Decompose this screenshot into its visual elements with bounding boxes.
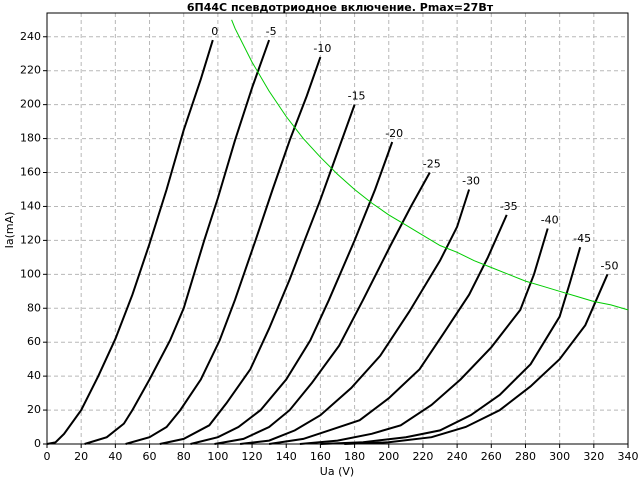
- x-tick-label: 180: [344, 450, 365, 463]
- series-label: -25: [423, 158, 441, 171]
- y-tick-label: 40: [27, 369, 41, 382]
- chart-title: 6П44С псевдотриодное включение. Pmax=27В…: [187, 1, 494, 14]
- x-tick-label: 260: [481, 450, 502, 463]
- x-tick-label: 320: [583, 450, 604, 463]
- y-tick-label: 20: [27, 403, 41, 416]
- series-line: [125, 56, 322, 445]
- x-tick-label: 220: [412, 450, 433, 463]
- y-tick-label: 160: [20, 166, 41, 179]
- y-tick-label: 240: [20, 30, 41, 43]
- x-tick-label: 140: [276, 450, 297, 463]
- series-line: [231, 19, 629, 311]
- series-line: [46, 39, 214, 445]
- series-label: -40: [541, 214, 559, 227]
- y-tick-label: 60: [27, 335, 41, 348]
- x-axis-label: Ua (V): [320, 465, 354, 478]
- y-tick-label: 220: [20, 64, 41, 77]
- series-label: -15: [348, 90, 366, 103]
- series-label: -45: [573, 232, 591, 245]
- series-line: [268, 214, 508, 445]
- series-line: [84, 39, 271, 445]
- y-tick-label: 140: [20, 199, 41, 212]
- x-tick-label: 200: [378, 450, 399, 463]
- y-tick-label: 80: [27, 301, 41, 314]
- y-tick-label: 200: [20, 98, 41, 111]
- series-line: [214, 172, 431, 445]
- x-tick-label: 340: [618, 450, 639, 463]
- series-line: [159, 104, 356, 445]
- x-tick-label: 40: [108, 450, 122, 463]
- y-tick-label: 100: [20, 267, 41, 280]
- x-tick-label: 120: [242, 450, 263, 463]
- series-label: -50: [601, 259, 619, 272]
- series-line: [320, 246, 582, 445]
- plot-frame: [46, 12, 629, 445]
- y-tick-label: 0: [34, 437, 41, 450]
- y-tick-label: 180: [20, 132, 41, 145]
- x-tick-label: 160: [310, 450, 331, 463]
- x-tick-label: 20: [74, 450, 88, 463]
- x-tick-label: 0: [44, 450, 51, 463]
- y-axis-label: Ia(mA): [3, 212, 16, 249]
- series-line: [190, 141, 394, 445]
- x-tick-label: 300: [549, 450, 570, 463]
- series-label: 0: [211, 25, 218, 38]
- x-tick-label: 80: [177, 450, 191, 463]
- series-line: [239, 189, 471, 445]
- series-label: -10: [313, 42, 331, 55]
- series-label: -35: [500, 200, 518, 213]
- x-tick-label: 100: [207, 450, 228, 463]
- series-line: [344, 273, 609, 445]
- x-tick-label: 240: [447, 450, 468, 463]
- series-label: -20: [385, 127, 403, 140]
- series-label: -5: [266, 25, 277, 38]
- y-tick-label: 120: [20, 233, 41, 246]
- x-tick-label: 280: [515, 450, 536, 463]
- series-line: [299, 228, 549, 445]
- series-label: -30: [462, 174, 480, 187]
- x-tick-label: 60: [143, 450, 157, 463]
